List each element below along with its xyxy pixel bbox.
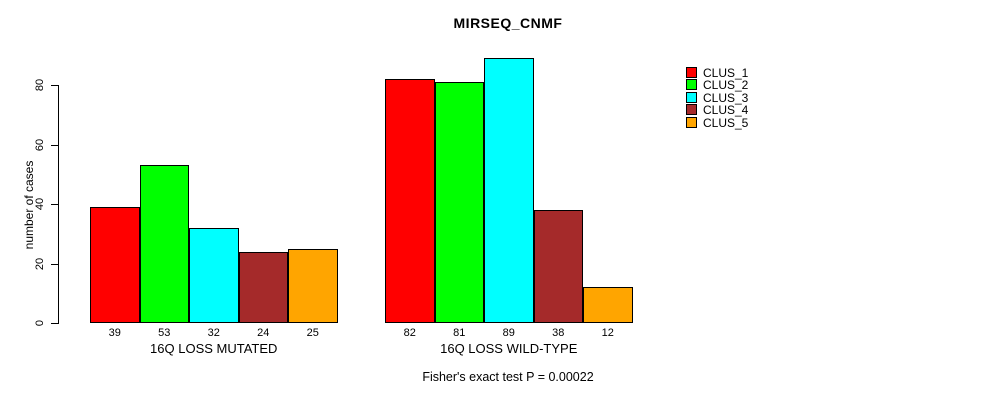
bar-CLUS_1 bbox=[90, 206, 140, 323]
legend-swatch-CLUS_1 bbox=[686, 67, 697, 78]
y-tick-mark bbox=[51, 323, 58, 324]
legend-label-CLUS_2: CLUS_2 bbox=[703, 78, 749, 93]
bar-CLUS_3 bbox=[484, 58, 534, 323]
y-tick-label: 40 bbox=[34, 197, 46, 211]
x-category-label: 16Q LOSS WILD-TYPE bbox=[440, 341, 578, 356]
bar-value-label: 38 bbox=[552, 327, 565, 339]
bar-value-label: 32 bbox=[207, 327, 220, 339]
y-tick-mark bbox=[51, 204, 58, 205]
legend-label-CLUS_4: CLUS_4 bbox=[703, 103, 749, 118]
bar-CLUS_5 bbox=[288, 248, 338, 323]
y-tick-mark bbox=[51, 263, 58, 265]
legend-swatch-CLUS_3 bbox=[686, 91, 697, 103]
bar-value-label: 25 bbox=[306, 327, 319, 339]
legend-label-CLUS_3: CLUS_3 bbox=[703, 90, 749, 105]
y-axis-line bbox=[58, 85, 59, 324]
bar-CLUS_4 bbox=[238, 251, 288, 323]
bar-CLUS_2 bbox=[434, 82, 484, 323]
y-tick-label: 80 bbox=[34, 78, 46, 92]
bar-value-label: 12 bbox=[601, 327, 614, 339]
legend-swatch-CLUS_5 bbox=[686, 116, 697, 128]
bar-CLUS_3 bbox=[189, 227, 239, 323]
legend-label-CLUS_1: CLUS_1 bbox=[703, 66, 749, 80]
bar-value-label: 81 bbox=[453, 327, 466, 339]
x-category-label: 16Q LOSS MUTATED bbox=[150, 341, 278, 356]
y-tick-mark bbox=[51, 144, 58, 146]
bar-value-label: 89 bbox=[502, 327, 515, 339]
bar-CLUS_4 bbox=[533, 209, 583, 323]
bar-value-label: 82 bbox=[403, 327, 416, 339]
bar-CLUS_2 bbox=[139, 165, 189, 323]
annotation-text: Fisher's exact test P = 0.00022 bbox=[422, 370, 594, 384]
legend-swatch-CLUS_4 bbox=[686, 104, 697, 116]
y-tick-mark bbox=[51, 85, 58, 86]
y-tick-label: 60 bbox=[34, 138, 46, 151]
bar-CLUS_1 bbox=[385, 79, 435, 323]
bar-CLUS_5 bbox=[583, 287, 633, 323]
bar-value-label: 39 bbox=[108, 327, 121, 339]
y-tick-label: 0 bbox=[34, 319, 46, 327]
legend-label-CLUS_5: CLUS_5 bbox=[703, 115, 749, 130]
bar-value-label: 53 bbox=[158, 327, 171, 339]
bar-value-label: 24 bbox=[257, 327, 270, 339]
legend-swatch-CLUS_2 bbox=[686, 79, 697, 91]
chart-title: MIRSEQ_CNMF bbox=[453, 15, 563, 31]
y-tick-label: 20 bbox=[34, 257, 46, 270]
